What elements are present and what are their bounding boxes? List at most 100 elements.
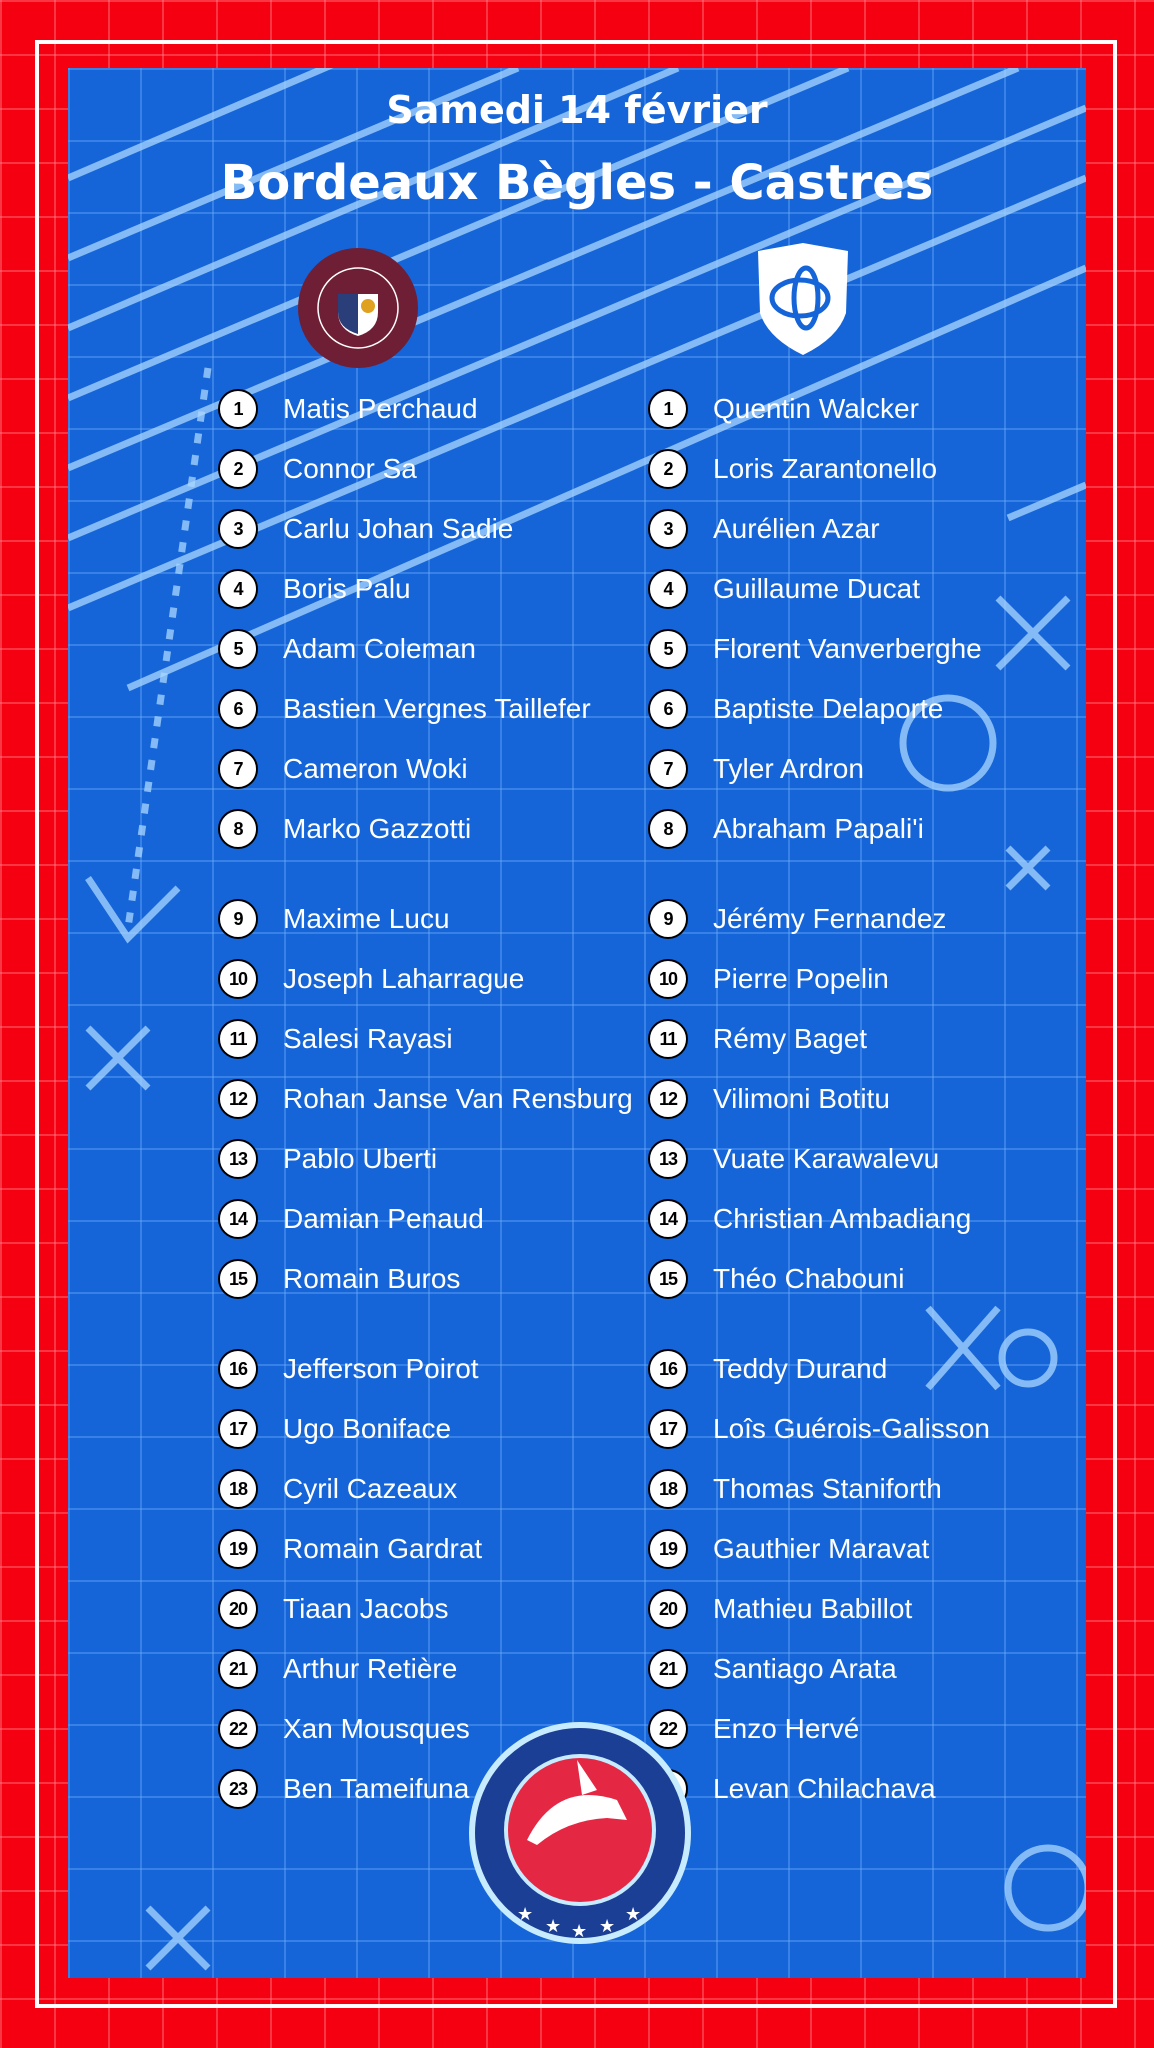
away-player-row: 1 Quentin Walcker	[648, 379, 919, 439]
player-name: Cyril Cazeaux	[283, 1473, 458, 1504]
vibrez-rugby-logo: ★ ★ ★ ★ ★	[469, 1722, 691, 1944]
player-name: Baptiste Delaporte	[713, 693, 944, 724]
away-player-row: 18 Thomas Staniforth	[648, 1459, 942, 1519]
jersey-number-badge: 18	[218, 1469, 258, 1509]
jersey-number-badge: 21	[648, 1649, 688, 1689]
player-name: Rémy Baget	[713, 1023, 868, 1054]
player-name: Quentin Walcker	[713, 393, 919, 424]
jersey-number-badge: 11	[218, 1019, 258, 1059]
away-player-row: 16 Teddy Durand	[648, 1339, 887, 1399]
svg-text:★: ★	[599, 1916, 615, 1936]
jersey-number-badge: 18	[648, 1469, 688, 1509]
jersey-number-badge: 16	[648, 1349, 688, 1389]
jersey-number-badge: 21	[218, 1649, 258, 1689]
player-name: Tyler Ardron	[713, 753, 864, 784]
jersey-number-badge: 5	[648, 629, 688, 669]
away-player-row: 17 Loîs Guérois-Galisson	[648, 1399, 990, 1459]
away-player-row: 15 Théo Chabouni	[648, 1249, 904, 1309]
player-name: Vuate Karawalevu	[713, 1143, 940, 1174]
player-name: Gauthier Maravat	[713, 1533, 930, 1564]
jersey-number-badge: 15	[648, 1259, 688, 1299]
jersey-number-badge: 10	[648, 959, 688, 999]
away-player-row: 10 Pierre Popelin	[648, 949, 889, 1009]
jersey-number-badge: 13	[648, 1139, 688, 1179]
jersey-number-badge: 8	[218, 809, 258, 849]
home-player-row: 7 Cameron Woki	[218, 739, 468, 799]
home-player-row: 17 Ugo Boniface	[218, 1399, 451, 1459]
away-player-row: 5 Florent Vanverberghe	[648, 619, 982, 679]
home-player-row: 9 Maxime Lucu	[218, 889, 450, 949]
jersey-number-badge: 16	[218, 1349, 258, 1389]
player-name: Maxime Lucu	[283, 903, 450, 934]
player-name: Boris Palu	[283, 573, 411, 604]
home-player-row: 1 Matis Perchaud	[218, 379, 478, 439]
player-name: Santiago Arata	[713, 1653, 897, 1684]
jersey-number-badge: 7	[648, 749, 688, 789]
match-title: Bordeaux Bègles - Castres	[220, 155, 934, 211]
home-player-row: 18 Cyril Cazeaux	[218, 1459, 457, 1519]
player-name: Jérémy Fernandez	[713, 903, 947, 934]
away-player-row: 7 Tyler Ardron	[648, 739, 864, 799]
away-player-row: 21 Santiago Arata	[648, 1639, 897, 1699]
jersey-number-badge: 17	[218, 1409, 258, 1449]
jersey-number-badge: 5	[218, 629, 258, 669]
player-name: Salesi Rayasi	[283, 1023, 453, 1054]
jersey-number-badge: 9	[218, 899, 258, 939]
player-name: Connor Sa	[283, 453, 417, 484]
svg-text:★: ★	[545, 1916, 561, 1936]
home-player-row: 21 Arthur Retière	[218, 1639, 457, 1699]
jersey-number-badge: 2	[218, 449, 258, 489]
player-name: Mathieu Babillot	[713, 1593, 913, 1624]
svg-text:★: ★	[625, 1904, 641, 1924]
castres-olympique-logo	[758, 243, 848, 355]
jersey-number-badge: 6	[218, 689, 258, 729]
player-name: Tiaan Jacobs	[283, 1593, 449, 1624]
player-name: Loris Zarantonello	[713, 453, 938, 484]
jersey-number-badge: 19	[218, 1529, 258, 1569]
away-player-row: 19 Gauthier Maravat	[648, 1519, 929, 1579]
player-name: Thomas Staniforth	[713, 1473, 942, 1504]
player-name: Guillaume Ducat	[713, 573, 920, 604]
player-name: Carlu Johan Sadie	[283, 513, 514, 544]
home-player-row: 23 Ben Tameifuna	[218, 1759, 469, 1819]
jersey-number-badge: 7	[218, 749, 258, 789]
jersey-number-badge: 8	[648, 809, 688, 849]
player-name: Pierre Popelin	[713, 963, 889, 994]
jersey-number-badge: 4	[218, 569, 258, 609]
player-name: Marko Gazzotti	[283, 813, 472, 844]
jersey-number-badge: 13	[218, 1139, 258, 1179]
player-name: Loîs Guérois-Galisson	[713, 1413, 991, 1444]
away-player-row: 22 Enzo Hervé	[648, 1699, 859, 1759]
jersey-number-badge: 14	[218, 1199, 258, 1239]
away-player-row: 9 Jérémy Fernandez	[648, 889, 946, 949]
jersey-number-badge: 9	[648, 899, 688, 939]
away-player-row: 6 Baptiste Delaporte	[648, 679, 943, 739]
away-player-row: 8 Abraham Papali'i	[648, 799, 924, 859]
player-name: Rohan Janse Van Rensburg	[283, 1083, 633, 1114]
player-name: Théo Chabouni	[713, 1263, 905, 1294]
home-player-row: 16 Jefferson Poirot	[218, 1339, 479, 1399]
svg-text:★: ★	[571, 1921, 587, 1941]
player-name: Abraham Papali'i	[713, 813, 924, 844]
jersey-number-badge: 12	[218, 1079, 258, 1119]
home-player-row: 6 Bastien Vergnes Taillefer	[218, 679, 591, 739]
jersey-number-badge: 15	[218, 1259, 258, 1299]
home-player-row: 5 Adam Coleman	[218, 619, 476, 679]
home-player-row: 19 Romain Gardrat	[218, 1519, 482, 1579]
jersey-number-badge: 19	[648, 1529, 688, 1569]
player-name: Vilimoni Botitu	[713, 1083, 890, 1114]
player-name: Teddy Durand	[713, 1353, 888, 1384]
player-name: Adam Coleman	[283, 633, 476, 664]
player-name: Jefferson Poirot	[283, 1353, 479, 1384]
player-name: Bastien Vergnes Taillefer	[283, 693, 591, 724]
player-name: Cameron Woki	[283, 753, 468, 784]
jersey-number-badge: 4	[648, 569, 688, 609]
player-name: Aurélien Azar	[713, 513, 880, 544]
player-name: Florent Vanverberghe	[713, 633, 982, 664]
svg-text:★: ★	[517, 1904, 533, 1924]
jersey-number-badge: 1	[648, 389, 688, 429]
jersey-number-badge: 10	[218, 959, 258, 999]
away-player-row: 20 Mathieu Babillot	[648, 1579, 912, 1639]
player-name: Romain Gardrat	[283, 1533, 483, 1564]
player-name: Matis Perchaud	[283, 393, 478, 424]
